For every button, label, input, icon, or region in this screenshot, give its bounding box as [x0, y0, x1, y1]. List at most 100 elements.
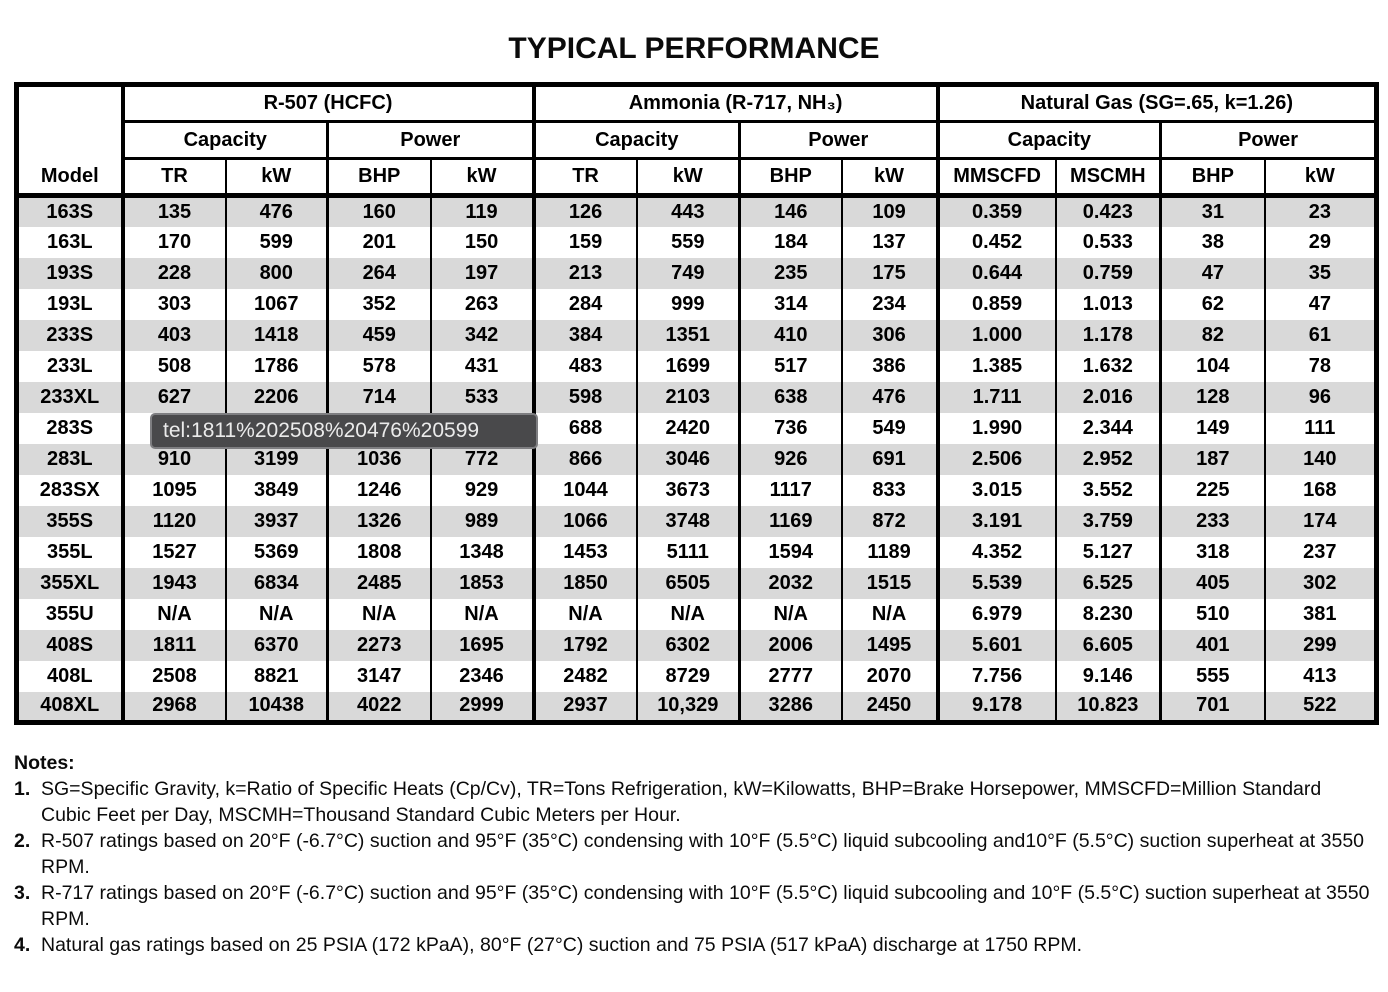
note-number: 2.	[14, 830, 31, 852]
table-cell: 318	[1159, 536, 1265, 568]
table-cell: 3849	[224, 474, 328, 506]
table-cell: 3748	[635, 505, 740, 537]
table-cell: 140	[1263, 443, 1377, 475]
table-cell: 1453	[531, 536, 637, 568]
table-cell: 1120	[120, 505, 226, 537]
table-cell: 1850	[531, 567, 637, 599]
table-row: 408S 1811 6370 2273 1695 1792 6302 2006 1495 5.60…	[16, 629, 1377, 661]
table-cell: 2420	[635, 412, 740, 444]
table-cell: 3.759	[1054, 505, 1161, 537]
table-cell: 264	[326, 257, 431, 289]
unit-header: MSCMH	[1054, 158, 1161, 198]
table-cell: 284	[531, 288, 637, 320]
table-cell: 62	[1159, 288, 1265, 320]
table-cell: 303	[120, 288, 226, 320]
table-cell: 1.178	[1054, 319, 1161, 351]
model-cell: 408S	[16, 629, 123, 661]
model-cell: 163S	[16, 195, 123, 227]
table-cell: 386	[840, 350, 938, 382]
table-cell: 929	[429, 474, 534, 506]
table-cell: 483	[531, 350, 637, 382]
table-cell: 7.756	[935, 660, 1056, 692]
table-cell: 197	[429, 257, 534, 289]
table-cell: 989	[429, 505, 534, 537]
table-cell: 187	[1159, 443, 1265, 475]
table-cell: 150	[429, 226, 534, 258]
table-cell: 6834	[224, 567, 328, 599]
table-cell: 714	[326, 381, 431, 413]
table-cell: 47	[1159, 257, 1265, 289]
table-cell: 6.605	[1054, 629, 1161, 661]
table-cell: 2.952	[1054, 443, 1161, 475]
table-cell: 1811	[120, 629, 226, 661]
table-row: 193L 303 1067 352 263 284 999 314 234 0.859 1.013 6…	[16, 288, 1377, 320]
table-cell: 1418	[224, 319, 328, 351]
table-cell: 3.015	[935, 474, 1056, 506]
table-cell: 6.979	[935, 598, 1056, 630]
table-cell: 1066	[531, 505, 637, 537]
link-preview-tooltip: tel:1811%202508%20476%20599	[150, 413, 538, 449]
table-cell: 233	[1159, 505, 1265, 537]
table-header: Model R-507 (HCFC) Ammonia (R-717, NH₃) …	[16, 84, 1377, 198]
table-cell: 31	[1159, 195, 1265, 227]
table-cell: 1.990	[935, 412, 1056, 444]
subgroup-header-row: Capacity Power Capacity Power Capacity P…	[17, 121, 1377, 160]
table-cell: 800	[224, 257, 328, 289]
table-cell: 1495	[840, 629, 938, 661]
table-cell: 47	[1263, 288, 1377, 320]
table-cell: 2937	[531, 691, 637, 723]
table-cell: 0.644	[935, 257, 1056, 289]
table-cell: 5.539	[935, 567, 1056, 599]
table-cell: 109	[840, 195, 938, 227]
table-row: 408XL 2968 10438 4022 2999 2937 10,329 3286 2450…	[16, 691, 1377, 723]
table-cell: 61	[1263, 319, 1377, 351]
model-cell: 355L	[16, 536, 123, 568]
table-cell: 8729	[635, 660, 740, 692]
table-cell: 2206	[224, 381, 328, 413]
notes-section: Notes: 1. SG=Specific Gravity, k=Ratio o…	[14, 750, 1374, 958]
unit-header: kW	[224, 158, 328, 198]
model-cell: 193S	[16, 257, 123, 289]
model-cell: 355S	[16, 505, 123, 537]
unit-header: MMSCFD	[935, 158, 1056, 198]
note-item-2: 2. R-507 ratings based on 20°F (-6.7°C) …	[14, 828, 1374, 880]
table-cell: 10,329	[635, 691, 740, 723]
table-cell: 225	[1159, 474, 1265, 506]
table-cell: 1246	[326, 474, 431, 506]
table-cell: 35	[1263, 257, 1377, 289]
table-cell: 2.016	[1054, 381, 1161, 413]
table-cell: 1095	[120, 474, 226, 506]
table-cell: N/A	[120, 598, 226, 630]
units-header-row: TR kW BHP kW TR kW BHP kW MMSCFD MSCMH B…	[17, 158, 1377, 198]
table-cell: 872	[840, 505, 938, 537]
table-cell: 2346	[429, 660, 534, 692]
table-cell: 302	[1263, 567, 1377, 599]
note-number: 3.	[14, 882, 31, 904]
table-cell: 691	[840, 443, 938, 475]
table-cell: 688	[531, 412, 637, 444]
table-cell: 0.533	[1054, 226, 1161, 258]
table-row: 283SX 1095 3849 1246 929 1044 3673 1117 833 3.015…	[16, 474, 1377, 506]
unit-header: kW	[1263, 158, 1377, 198]
model-cell: 233S	[16, 319, 123, 351]
table-cell: 459	[326, 319, 431, 351]
table-cell: 1594	[738, 536, 842, 568]
table-cell: 1527	[120, 536, 226, 568]
model-cell: 283SX	[16, 474, 123, 506]
table-cell: 352	[326, 288, 431, 320]
table-cell: 29	[1263, 226, 1377, 258]
table-row: 355U N/A N/A N/A N/A N/A N/A N/A N/A 6.979 8.230 51…	[16, 598, 1377, 630]
table-cell: N/A	[738, 598, 842, 630]
table-cell: N/A	[635, 598, 740, 630]
table-cell: 174	[1263, 505, 1377, 537]
table-cell: 128	[1159, 381, 1265, 413]
table-cell: 6370	[224, 629, 328, 661]
table-cell: 1.632	[1054, 350, 1161, 382]
table-cell: N/A	[429, 598, 534, 630]
table-cell: 3937	[224, 505, 328, 537]
table-cell: 5111	[635, 536, 740, 568]
table-cell: 1117	[738, 474, 842, 506]
natural-gas-capacity-header: Capacity	[935, 121, 1161, 160]
table-cell: 627	[120, 381, 226, 413]
table-cell: 0.359	[935, 195, 1056, 227]
